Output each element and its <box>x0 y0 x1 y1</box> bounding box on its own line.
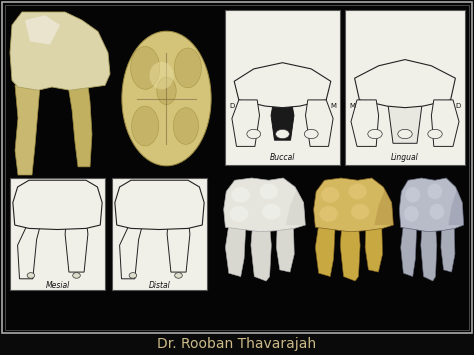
Ellipse shape <box>131 47 160 89</box>
Bar <box>10 178 105 290</box>
Polygon shape <box>226 225 246 277</box>
Polygon shape <box>401 225 417 277</box>
Text: D: D <box>455 103 460 109</box>
Polygon shape <box>234 63 331 108</box>
Polygon shape <box>232 100 259 146</box>
Polygon shape <box>421 225 437 281</box>
Polygon shape <box>65 214 88 272</box>
Ellipse shape <box>404 206 419 222</box>
Text: Dr. Rooban Thavarajah: Dr. Rooban Thavarajah <box>157 337 317 351</box>
Polygon shape <box>399 178 464 232</box>
Polygon shape <box>306 100 333 146</box>
Ellipse shape <box>132 106 159 146</box>
Ellipse shape <box>231 187 250 203</box>
Polygon shape <box>276 225 294 272</box>
Ellipse shape <box>428 129 442 139</box>
Polygon shape <box>10 12 110 90</box>
Ellipse shape <box>398 129 412 139</box>
Ellipse shape <box>27 273 35 278</box>
Ellipse shape <box>275 129 290 139</box>
Polygon shape <box>286 189 305 225</box>
Ellipse shape <box>351 204 369 219</box>
Ellipse shape <box>405 187 420 203</box>
Ellipse shape <box>173 108 199 144</box>
Polygon shape <box>388 100 422 143</box>
Ellipse shape <box>428 184 442 199</box>
Text: Mesial: Mesial <box>46 281 70 290</box>
Bar <box>225 10 340 165</box>
Ellipse shape <box>368 129 382 139</box>
Polygon shape <box>441 225 455 272</box>
Polygon shape <box>315 225 335 277</box>
Text: Buccal: Buccal <box>270 153 295 162</box>
Polygon shape <box>314 178 393 232</box>
Polygon shape <box>448 189 464 225</box>
Ellipse shape <box>429 204 444 219</box>
Ellipse shape <box>348 184 367 199</box>
Polygon shape <box>340 225 360 281</box>
Polygon shape <box>15 85 40 175</box>
Ellipse shape <box>319 206 338 222</box>
Bar <box>0 333 474 355</box>
Ellipse shape <box>73 273 80 278</box>
Ellipse shape <box>247 129 261 139</box>
Ellipse shape <box>175 273 182 278</box>
Ellipse shape <box>157 77 176 105</box>
Ellipse shape <box>262 204 281 219</box>
Polygon shape <box>365 225 383 272</box>
Polygon shape <box>224 178 305 232</box>
Polygon shape <box>431 100 459 146</box>
Text: Distal: Distal <box>149 281 170 290</box>
Polygon shape <box>374 189 393 225</box>
Bar <box>345 10 465 165</box>
Polygon shape <box>13 180 102 230</box>
Ellipse shape <box>229 206 248 222</box>
Text: Lingual: Lingual <box>391 153 419 162</box>
Polygon shape <box>18 225 40 279</box>
Polygon shape <box>251 225 271 281</box>
Polygon shape <box>115 180 204 230</box>
Polygon shape <box>119 225 142 279</box>
Ellipse shape <box>129 273 137 278</box>
Ellipse shape <box>259 184 278 199</box>
Polygon shape <box>167 214 190 272</box>
Ellipse shape <box>122 31 211 166</box>
Polygon shape <box>68 85 92 167</box>
Polygon shape <box>271 103 294 140</box>
Bar <box>112 178 207 290</box>
Polygon shape <box>351 100 379 146</box>
Text: D: D <box>229 103 235 109</box>
Text: M: M <box>349 103 355 109</box>
Ellipse shape <box>304 129 318 139</box>
Polygon shape <box>355 60 456 108</box>
Polygon shape <box>25 15 60 45</box>
Text: M: M <box>330 103 336 109</box>
Ellipse shape <box>149 62 174 89</box>
Ellipse shape <box>321 187 339 203</box>
Ellipse shape <box>174 48 201 88</box>
